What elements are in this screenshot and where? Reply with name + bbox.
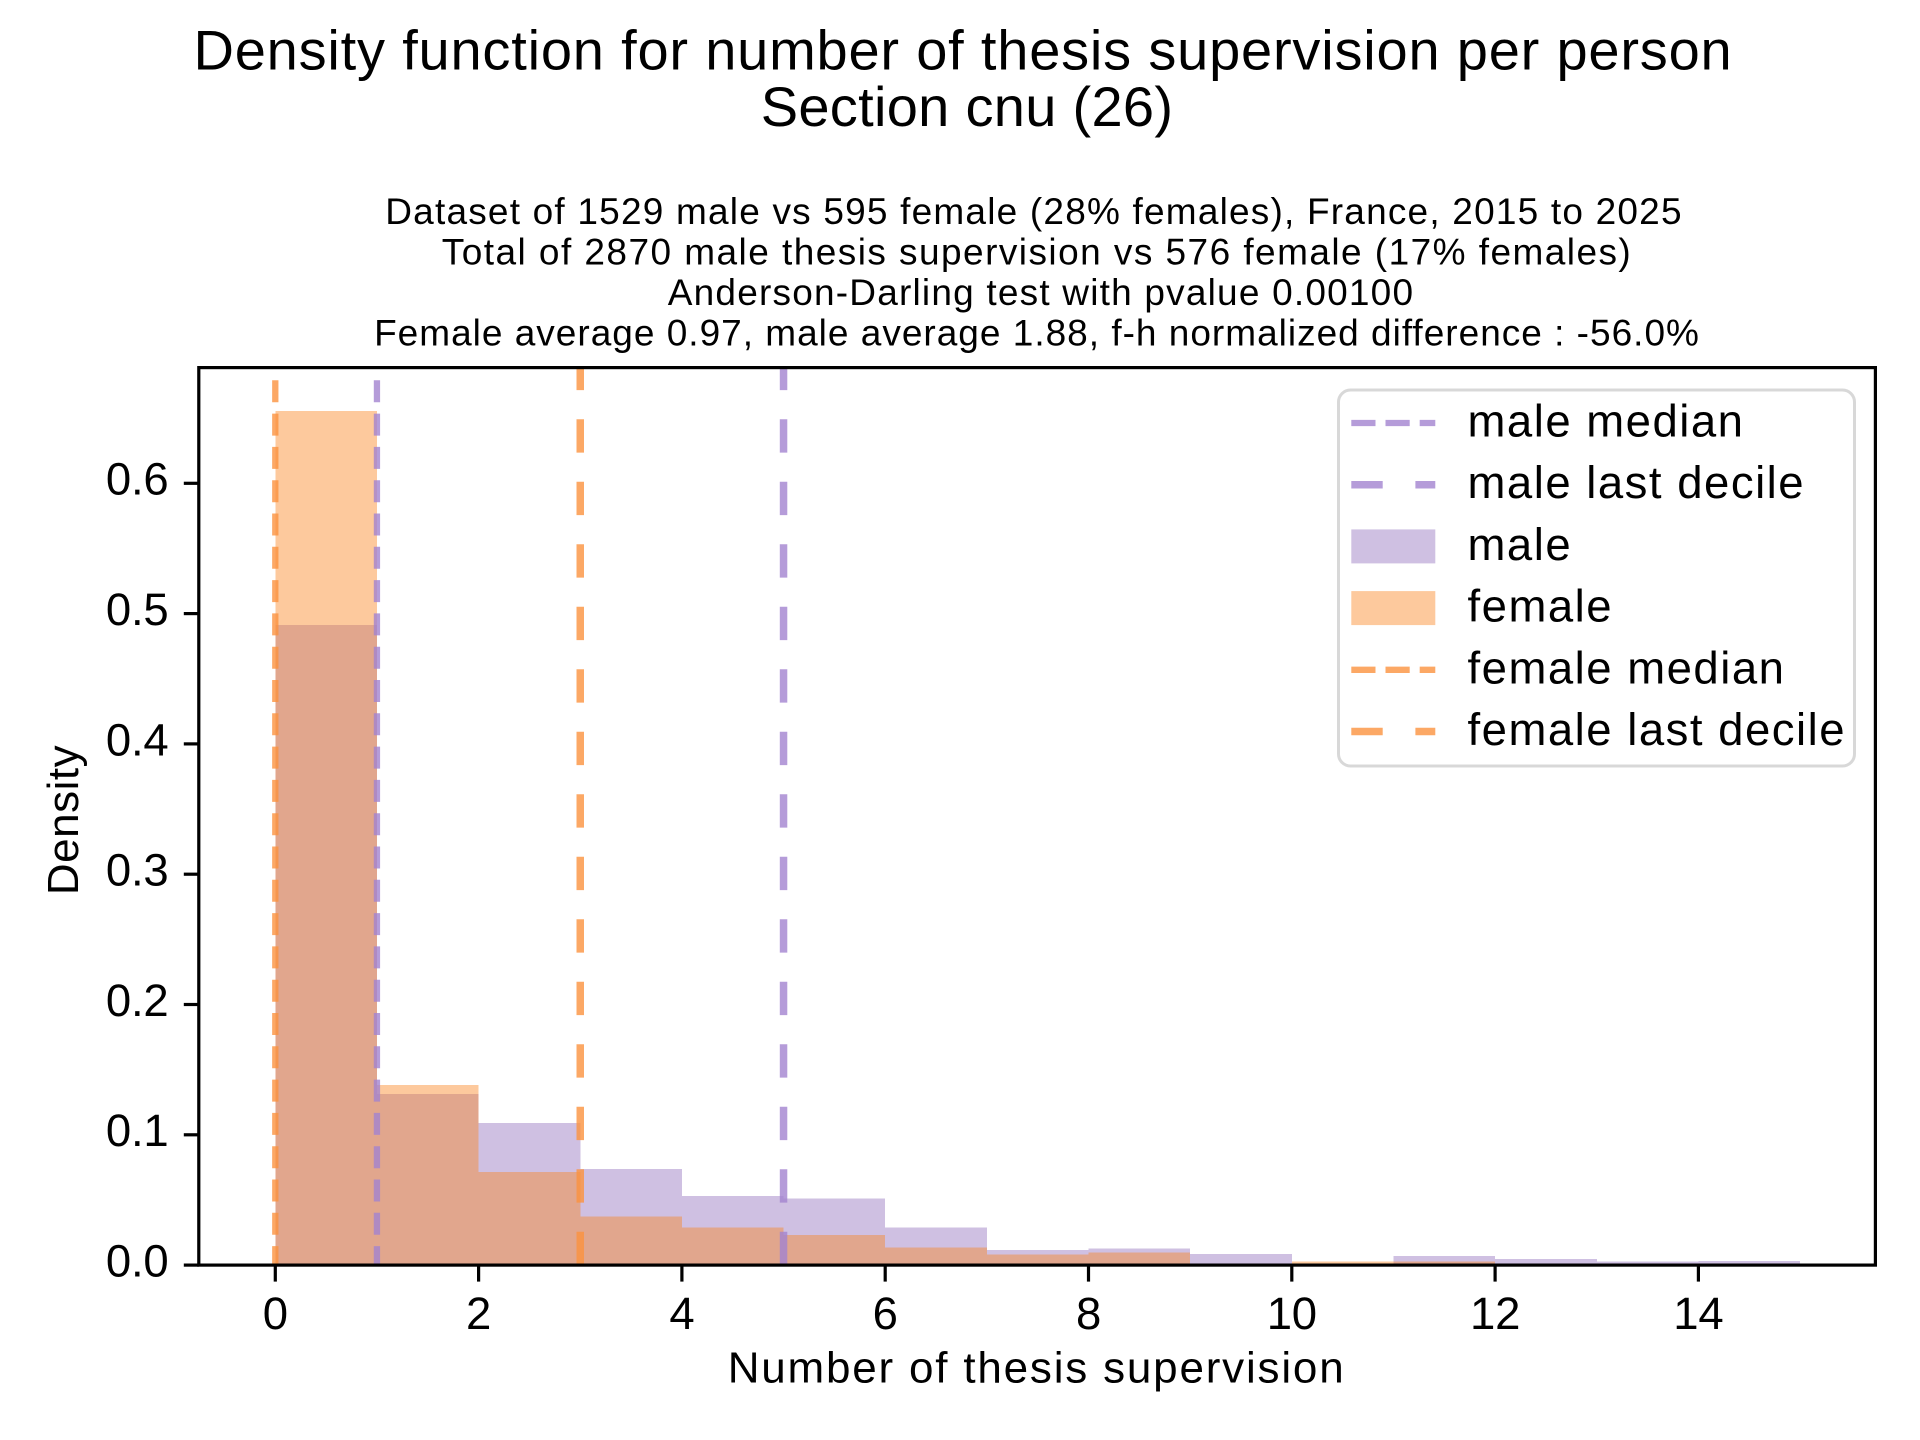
svg-text:female: female (1468, 581, 1614, 632)
svg-text:Anderson-Darling test with pva: Anderson-Darling test with pvalue 0.0010… (668, 272, 1414, 313)
svg-text:0: 0 (263, 1288, 288, 1339)
svg-text:0.0: 0.0 (106, 1236, 169, 1287)
svg-text:Density function for number of: Density function for number of thesis su… (194, 19, 1733, 82)
svg-text:female median: female median (1468, 642, 1786, 693)
svg-text:0.2: 0.2 (106, 975, 169, 1026)
svg-text:female last decile: female last decile (1468, 704, 1847, 755)
svg-text:0.4: 0.4 (106, 714, 169, 765)
svg-text:12: 12 (1470, 1288, 1520, 1339)
svg-text:0.1: 0.1 (106, 1105, 169, 1156)
svg-text:Female average 0.97, male aver: Female average 0.97, male average 1.88, … (374, 313, 1700, 354)
svg-text:0.3: 0.3 (106, 845, 169, 896)
svg-text:male median: male median (1468, 396, 1745, 447)
svg-text:Dataset of 1529 male vs 595 fe: Dataset of 1529 male vs 595 female (28% … (385, 191, 1682, 232)
svg-text:Section cnu (26): Section cnu (26) (761, 75, 1174, 138)
svg-text:Number of thesis supervision: Number of thesis supervision (728, 1344, 1346, 1393)
svg-text:0.5: 0.5 (106, 584, 169, 635)
svg-text:male: male (1468, 519, 1573, 570)
svg-text:6: 6 (873, 1288, 898, 1339)
svg-text:Total of 2870 male thesis supe: Total of 2870 male thesis supervision vs… (442, 232, 1632, 273)
svg-text:male last decile: male last decile (1468, 457, 1806, 508)
svg-text:2: 2 (466, 1288, 491, 1339)
svg-text:14: 14 (1673, 1288, 1723, 1339)
svg-text:Density: Density (39, 745, 88, 895)
svg-text:4: 4 (669, 1288, 694, 1339)
svg-text:8: 8 (1076, 1288, 1101, 1339)
svg-text:0.6: 0.6 (106, 454, 169, 505)
svg-text:10: 10 (1267, 1288, 1317, 1339)
